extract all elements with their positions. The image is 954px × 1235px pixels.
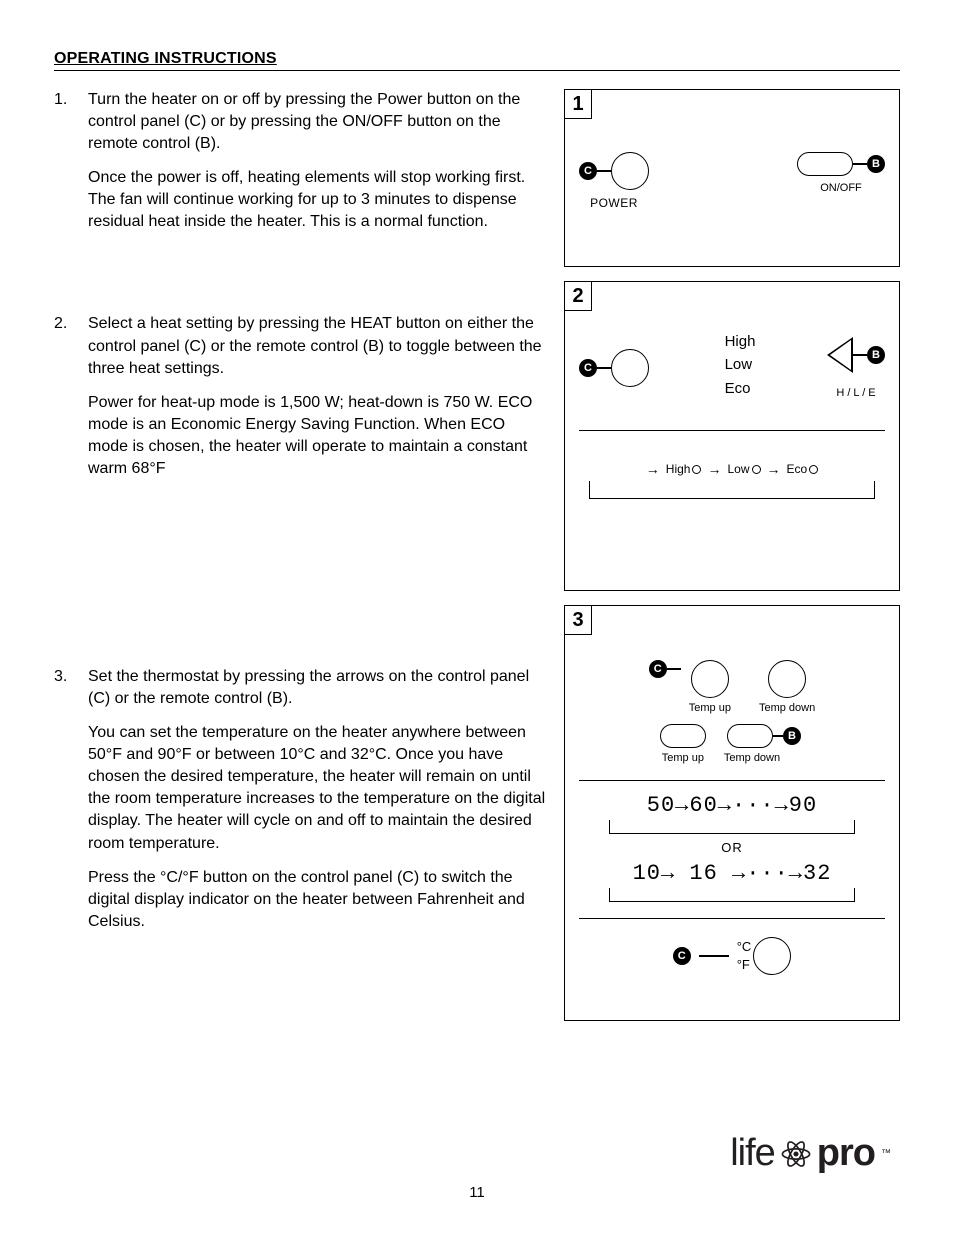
instructions-column: Turn the heater on or off by pressing th…	[54, 89, 546, 1021]
temp-up-remote-icon	[660, 724, 706, 748]
cf-toggle-row: C °C °F	[579, 937, 885, 975]
badge-b-icon: B	[867, 155, 885, 173]
power-button-icon	[611, 152, 649, 190]
c-range-bracket	[609, 888, 855, 902]
step-3-para-3: Press the °C/°F button on the control pa…	[88, 867, 546, 933]
arrow-icon: →	[707, 461, 721, 477]
section-title: OPERATING INSTRUCTIONS	[54, 50, 900, 68]
badge-c-icon: C	[579, 359, 597, 377]
step-3-para-1: Set the thermostat by pressing the arrow…	[88, 666, 546, 710]
triangle-button-icon	[827, 337, 853, 373]
logo-text-pro: pro	[817, 1132, 875, 1175]
heat-low-label: Low	[725, 353, 756, 376]
temp-down-panel: Temp down	[759, 660, 815, 714]
temp-up-panel: Temp up	[689, 660, 731, 714]
badge-c-icon: C	[673, 947, 691, 965]
heat-high-label: High	[725, 330, 756, 353]
atom-icon	[779, 1137, 813, 1171]
temp-up-label: Temp up	[689, 702, 731, 714]
arrow-icon: →	[767, 461, 781, 477]
onoff-label: ON/OFF	[820, 182, 862, 194]
temp-down-button-icon	[768, 660, 806, 698]
cycle-low-label: Low	[727, 462, 749, 476]
remote-temp-row: Temp up B Temp down	[579, 724, 885, 764]
indicator-dot-icon	[752, 465, 761, 474]
diagram-2-divider	[579, 430, 885, 431]
title-rule	[54, 70, 900, 71]
logo-tm: ™	[881, 1148, 890, 1159]
diagrams-column: 1 C POWER B ON/OFF	[564, 89, 900, 1021]
step-1: Turn the heater on or off by pressing th…	[54, 89, 546, 233]
step-2: Select a heat setting by pressing the HE…	[54, 313, 546, 480]
step-2-para-2: Power for heat-up mode is 1,500 W; heat-…	[88, 392, 546, 480]
celsius-range: 10→ 16 →···→32	[579, 861, 885, 886]
badge-b-icon: B	[867, 346, 885, 364]
or-label: OR	[579, 840, 885, 855]
diagram-3: 3 C Temp up Temp down	[564, 605, 900, 1021]
step-1-para-1: Turn the heater on or off by pressing th…	[88, 89, 546, 155]
diagram-2-panel-c: C	[579, 349, 649, 387]
diagram-1-number: 1	[564, 89, 592, 119]
indicator-dot-icon	[692, 465, 701, 474]
temp-down-label: Temp down	[759, 702, 815, 714]
step-2-para-1: Select a heat setting by pressing the HE…	[88, 313, 546, 379]
page-number: 11	[0, 1184, 954, 1201]
heat-settings-list: High Low Eco	[725, 330, 756, 400]
diagram-3-number: 3	[564, 605, 592, 635]
indicator-dot-icon	[809, 465, 818, 474]
temp-down-remote-icon	[727, 724, 773, 748]
diagram-1-panel-c: C POWER	[579, 152, 649, 210]
logo-text-life: life	[730, 1132, 775, 1175]
heat-button-icon	[611, 349, 649, 387]
onoff-button-icon	[797, 152, 853, 176]
badge-c-icon: C	[579, 162, 597, 180]
heat-cycle-diagram: → High → Low → Eco	[579, 461, 885, 477]
diagram-1-remote-b: B ON/OFF	[797, 152, 885, 194]
temp-down-label: Temp down	[724, 752, 780, 764]
cycle-high-label: High	[666, 462, 691, 476]
f-range-bracket	[609, 820, 855, 834]
temp-up-label: Temp up	[662, 752, 704, 764]
diagram-2: 2 C High Low Eco B	[564, 281, 900, 591]
deg-c-label: °C	[737, 938, 752, 956]
badge-b-icon: B	[783, 727, 801, 745]
step-1-para-2: Once the power is off, heating elements …	[88, 167, 546, 233]
arrow-icon: →	[646, 461, 660, 477]
temp-up-button-icon	[691, 660, 729, 698]
diagram-2-number: 2	[564, 281, 592, 311]
fahrenheit-range: 50→60→···→90	[579, 793, 885, 818]
cycle-eco-label: Eco	[787, 462, 808, 476]
steps-list: Turn the heater on or off by pressing th…	[54, 89, 546, 933]
badge-c-icon: C	[649, 660, 667, 678]
two-column-layout: Turn the heater on or off by pressing th…	[54, 89, 900, 1021]
diagram-3-divider-1	[579, 780, 885, 781]
heat-eco-label: Eco	[725, 377, 756, 400]
brand-logo: life pro ™	[730, 1132, 890, 1175]
step-3: Set the thermostat by pressing the arrow…	[54, 666, 546, 933]
power-label: POWER	[590, 196, 638, 210]
diagram-2-remote-b: B H / L / E	[827, 337, 885, 399]
hle-label: H / L / E	[836, 387, 875, 399]
step-3-para-2: You can set the temperature on the heate…	[88, 722, 546, 854]
cf-toggle-button-icon	[753, 937, 791, 975]
deg-f-label: °F	[737, 956, 752, 974]
diagram-1: 1 C POWER B ON/OFF	[564, 89, 900, 267]
cycle-return-bracket	[589, 481, 875, 499]
diagram-3-divider-2	[579, 918, 885, 919]
